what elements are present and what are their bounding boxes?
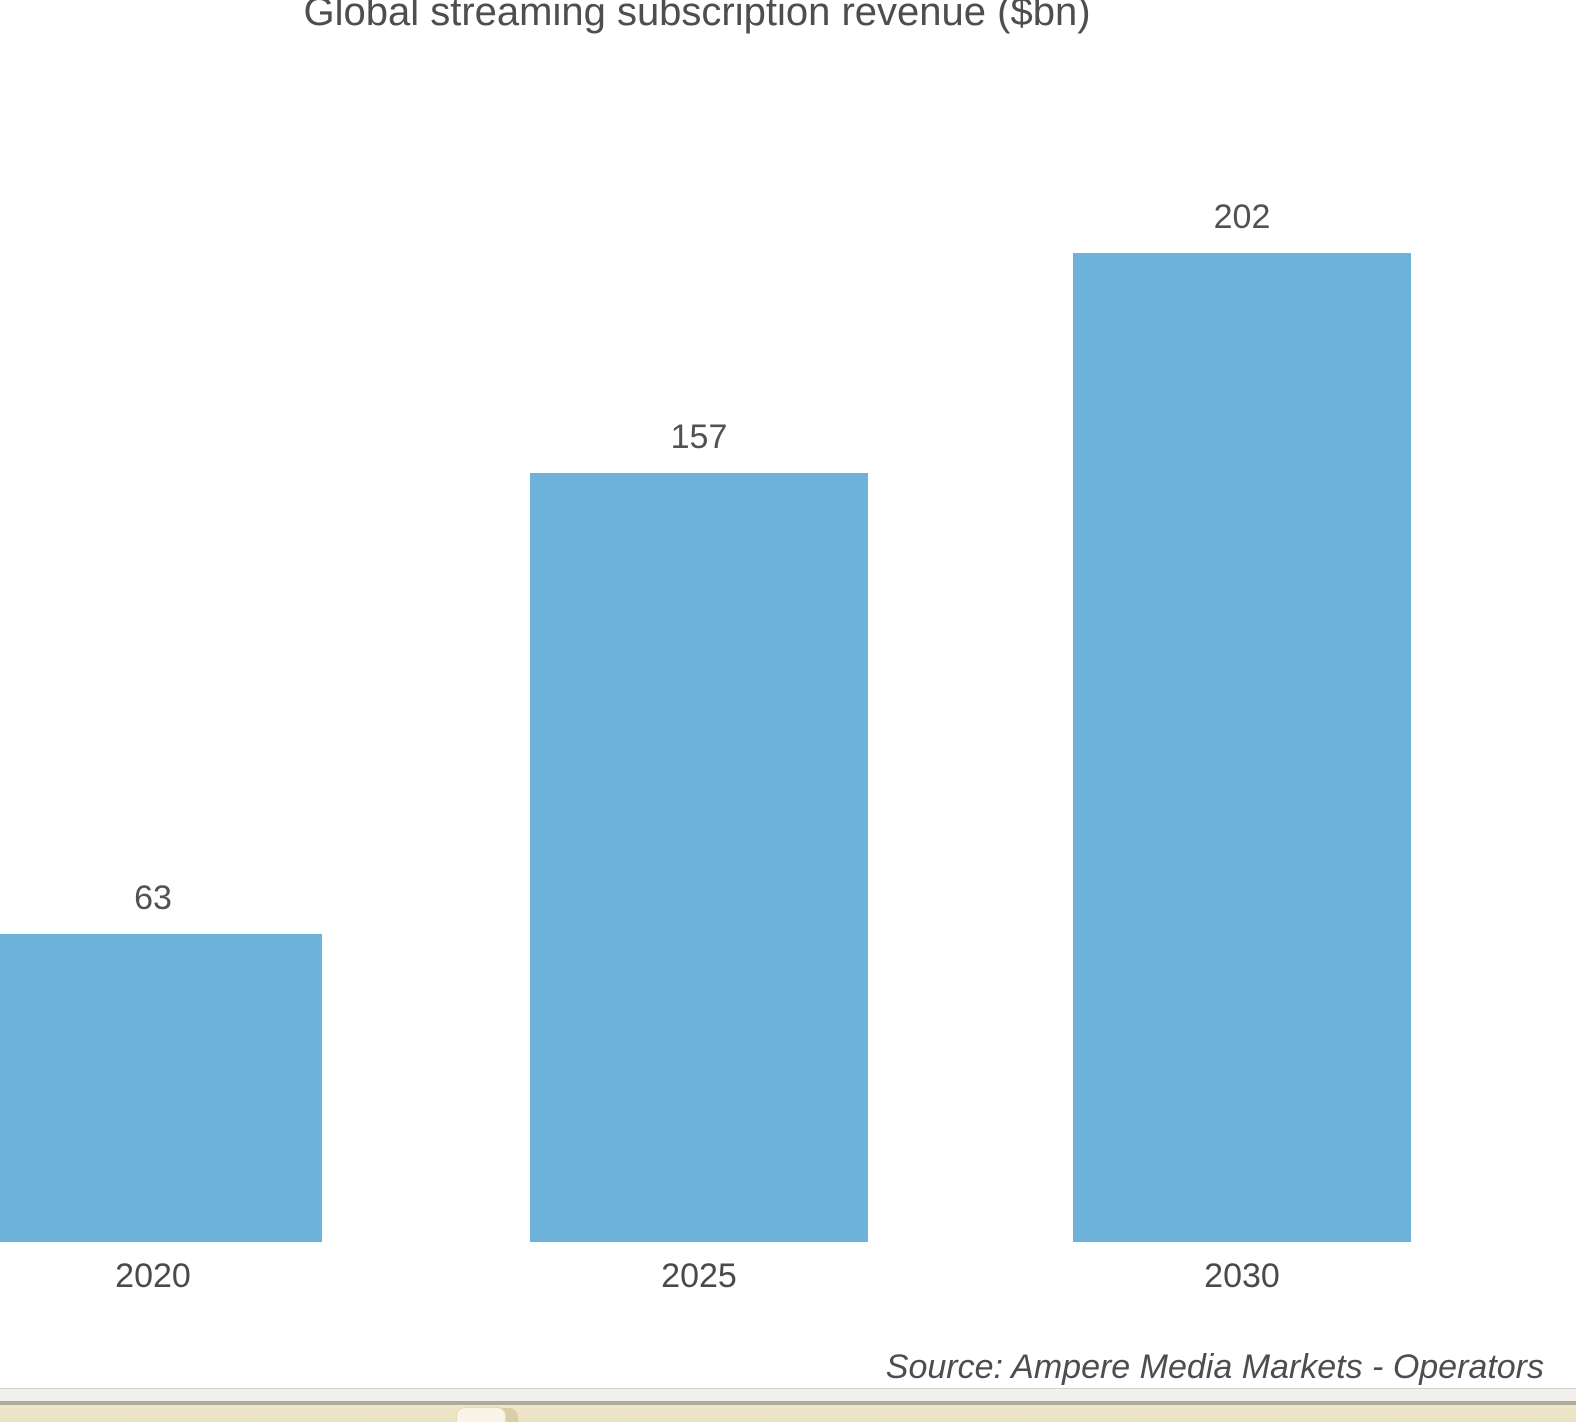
bar-value-label-2030: 202 <box>1213 198 1271 236</box>
bar-2030 <box>1073 253 1411 1242</box>
titlebar-button[interactable] <box>456 1407 506 1422</box>
background-window-titlebar <box>0 1405 1576 1422</box>
bar-value-label-2025: 157 <box>670 418 728 456</box>
chart-source-attribution: Source: Ampere Media Markets - Operators <box>885 1348 1544 1386</box>
x-axis-label-2030: 2030 <box>1204 1257 1280 1295</box>
chart-title: Global streaming subscription revenue ($… <box>303 0 1091 34</box>
x-axis-label-2020: 2020 <box>115 1257 191 1295</box>
window-edge-divider <box>0 1401 1576 1405</box>
bar-2025 <box>530 473 868 1242</box>
window-edge-strip <box>0 1388 1576 1401</box>
x-axis-label-2025: 2025 <box>661 1257 737 1295</box>
bar-2020 <box>0 934 322 1242</box>
bar-value-label-2020: 63 <box>134 879 172 917</box>
